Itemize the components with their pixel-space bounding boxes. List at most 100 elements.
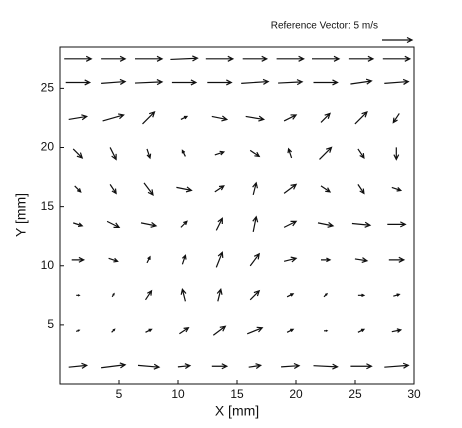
velocity-vector — [317, 221, 335, 228]
velocity-vector — [249, 252, 261, 267]
velocity-vector — [384, 78, 410, 85]
velocity-vector — [249, 289, 261, 301]
velocity-vector — [215, 217, 223, 231]
velocity-vector — [211, 363, 229, 370]
velocity-vector — [320, 112, 331, 123]
velocity-vector — [212, 325, 227, 336]
velocity-vector — [137, 363, 161, 370]
velocity-vector — [287, 147, 293, 159]
velocity-vector — [214, 185, 225, 193]
velocity-vector — [391, 186, 403, 192]
velocity-vector — [215, 251, 224, 268]
velocity-vector — [181, 254, 187, 265]
y-tick-label: 5 — [47, 317, 54, 331]
velocity-vector — [312, 55, 341, 62]
velocity-vector — [71, 256, 86, 263]
velocity-vector — [146, 148, 152, 160]
velocity-vector — [313, 363, 339, 370]
velocity-vector — [68, 362, 89, 369]
velocity-vector — [319, 146, 333, 160]
velocity-vector — [324, 329, 329, 332]
velocity-vector — [145, 328, 153, 333]
velocity-vector — [323, 292, 328, 298]
velocity-vector — [286, 293, 295, 298]
velocity-vector — [73, 222, 84, 228]
velocity-vector — [393, 147, 400, 161]
velocity-vector — [246, 326, 264, 335]
velocity-vector — [102, 113, 125, 122]
plot-frame — [59, 46, 415, 385]
y-tick-label: 25 — [41, 81, 55, 95]
y-axis-title: Y [mm] — [13, 193, 29, 237]
x-axis-title: X [mm] — [215, 403, 259, 419]
velocity-vector — [176, 186, 193, 193]
x-tick-label: 20 — [289, 387, 303, 401]
velocity-vector — [393, 293, 401, 297]
velocity-vector — [357, 148, 365, 160]
velocity-vector — [74, 185, 82, 193]
velocity-vector — [101, 55, 127, 62]
reference-vector — [382, 36, 414, 44]
y-tick-label: 20 — [41, 140, 55, 154]
velocity-vector — [211, 115, 229, 122]
velocity-vector — [65, 79, 92, 86]
velocity-vector — [391, 328, 403, 333]
x-tick-label: 15 — [230, 387, 244, 401]
x-tick-label: 25 — [348, 387, 362, 401]
y-tick-label: 15 — [41, 199, 55, 213]
velocity-vector — [111, 328, 116, 333]
velocity-vector — [245, 115, 266, 122]
velocity-vector — [241, 78, 270, 85]
velocity-vector — [276, 55, 305, 62]
velocity-vector — [216, 288, 223, 302]
velocity-vector — [278, 79, 304, 86]
velocity-vector — [350, 363, 373, 370]
x-tick-label: 30 — [407, 387, 421, 401]
velocity-vector — [252, 215, 259, 232]
velocity-vector — [392, 113, 400, 124]
velocity-vector — [72, 148, 84, 159]
velocity-vector — [179, 327, 190, 335]
velocity-vector — [387, 221, 407, 228]
velocity-vector — [321, 257, 332, 263]
velocity-vector — [354, 257, 369, 263]
velocity-vector — [109, 184, 117, 195]
velocity-vector — [64, 55, 93, 62]
velocity-vector — [142, 110, 156, 125]
velocity-vector — [180, 115, 189, 120]
velocity-vector — [283, 183, 298, 194]
velocity-vector — [320, 185, 332, 193]
velocity-vector — [357, 184, 365, 195]
reference-label: Reference Vector: 5 m/s — [271, 21, 378, 32]
velocity-vector — [171, 79, 198, 86]
velocity-vector — [348, 55, 375, 62]
velocity-vector — [134, 79, 164, 86]
velocity-vector — [146, 255, 151, 264]
velocity-vector — [382, 55, 412, 62]
velocity-vector — [357, 328, 366, 333]
velocity-vector — [252, 181, 258, 196]
velocity-vector — [170, 55, 199, 62]
velocity-vector — [75, 329, 81, 332]
velocity-vector — [177, 363, 192, 370]
velocity-vector — [281, 362, 301, 370]
velocity-vector — [145, 289, 153, 301]
velocity-vector — [135, 55, 164, 62]
velocity-vector — [68, 114, 89, 121]
velocity-vector — [109, 147, 117, 161]
velocity-vector — [214, 150, 226, 156]
velocity-vector — [249, 149, 261, 158]
velocity-vector — [101, 362, 127, 369]
velocity-vector — [180, 220, 188, 228]
velocity-vector — [76, 294, 81, 297]
velocity-vector — [101, 78, 127, 85]
velocity-vector — [384, 362, 410, 369]
velocity-vector — [283, 220, 298, 228]
velocity-vector — [283, 114, 298, 122]
velocity-vector — [181, 149, 186, 157]
velocity-vector — [350, 78, 373, 85]
velocity-vector — [111, 292, 115, 298]
velocity-vector — [108, 257, 119, 263]
velocity-vector — [180, 288, 187, 302]
